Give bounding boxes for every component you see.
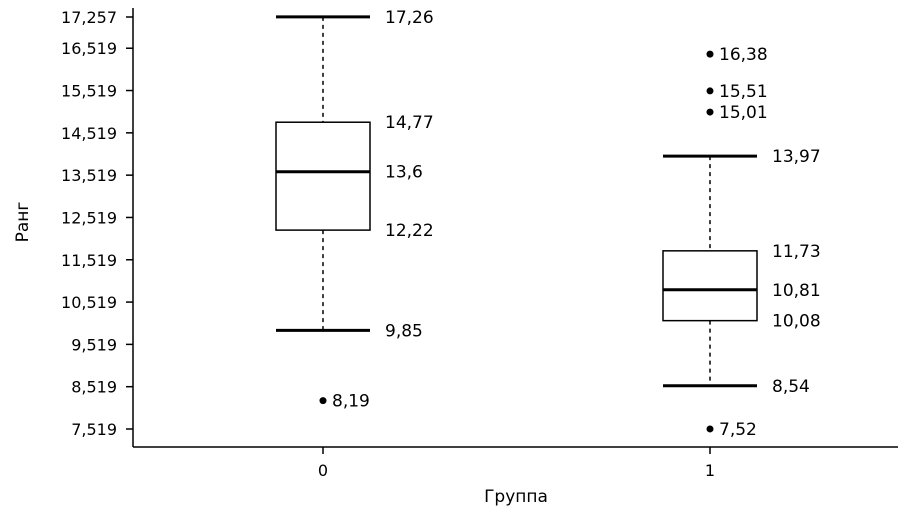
outlier-point bbox=[706, 87, 714, 95]
y-axis: 7,519 8,519 9,519 10,519 11,519 12,519 13,519 1… bbox=[61, 8, 134, 447]
q3-label: 11,73 bbox=[772, 242, 821, 262]
y-tick-label: 7,519 bbox=[71, 420, 117, 439]
q1-label: 12,22 bbox=[385, 221, 434, 241]
outlier-label: 8,19 bbox=[332, 392, 370, 412]
y-tick-label: 13,519 bbox=[61, 166, 117, 185]
x-tick-label: 0 bbox=[318, 461, 328, 480]
plot-area: 17,26 14,77 13,6 12,22 9,85 8,19 13,97 11,73 10,… bbox=[275, 8, 821, 440]
y-tick-label: 16,519 bbox=[61, 39, 117, 58]
x-axis-title: Группа bbox=[484, 487, 548, 507]
upper-whisker-label: 13,97 bbox=[772, 147, 821, 167]
median-label: 10,81 bbox=[772, 281, 821, 301]
lower-whisker-label: 9,85 bbox=[385, 321, 423, 341]
median-label: 13,6 bbox=[385, 163, 423, 183]
upper-whisker-label: 17,26 bbox=[385, 8, 434, 28]
outlier-label: 15,51 bbox=[719, 82, 768, 102]
y-tick-label: 9,519 bbox=[71, 335, 117, 354]
y-axis-title: Ранг bbox=[13, 202, 33, 243]
y-tick-label: 8,519 bbox=[71, 378, 117, 397]
q3-label: 14,77 bbox=[385, 113, 434, 133]
x-tick-label: 1 bbox=[705, 461, 715, 480]
outlier-label: 15,01 bbox=[719, 103, 768, 123]
y-tick-label: 14,519 bbox=[61, 124, 117, 143]
y-tick-label: 10,519 bbox=[61, 293, 117, 312]
y-tick-label: 11,519 bbox=[61, 251, 117, 270]
outlier-point bbox=[706, 50, 714, 58]
outlier-label: 16,38 bbox=[719, 45, 768, 65]
y-tick-label: 12,519 bbox=[61, 208, 117, 227]
outlier-point bbox=[706, 108, 714, 116]
y-tick-label: 17,257 bbox=[61, 8, 117, 27]
outlier-point bbox=[319, 397, 327, 405]
iqr-box bbox=[662, 250, 758, 322]
y-tick-label: 15,519 bbox=[61, 82, 117, 101]
q1-label: 10,08 bbox=[772, 312, 821, 332]
lower-whisker-label: 8,54 bbox=[772, 377, 810, 397]
iqr-box bbox=[275, 121, 371, 231]
outlier-point bbox=[706, 425, 714, 433]
box-group-0: 17,26 14,77 13,6 12,22 9,85 8,19 bbox=[275, 8, 434, 412]
outlier-label: 7,52 bbox=[719, 420, 757, 440]
